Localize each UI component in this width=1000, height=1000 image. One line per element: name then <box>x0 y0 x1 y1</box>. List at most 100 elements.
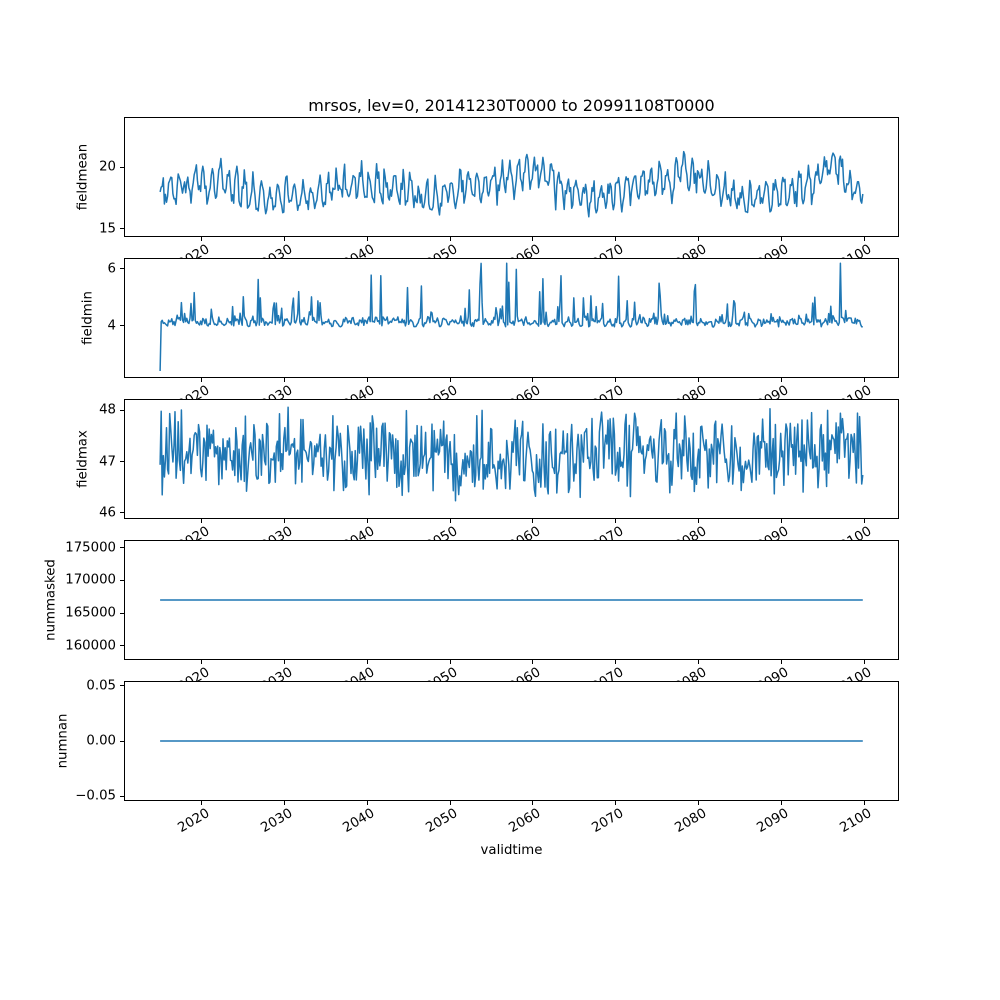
y-tick-label-numnan-−0.05: −0.05 <box>75 788 116 804</box>
fieldmin-line-plot <box>159 262 863 372</box>
x-tick-label-numnan-2050: 2050 <box>423 806 461 836</box>
x-tick-label-numnan-2060: 2060 <box>506 806 544 836</box>
x-tick-mark <box>449 237 451 241</box>
x-tick-mark <box>283 378 285 382</box>
x-tick-mark <box>780 237 782 241</box>
y-tick-label-fieldmean-20: 20 <box>99 159 116 175</box>
y-tick-label-fieldmax-47: 47 <box>99 454 116 470</box>
x-tick-mark <box>201 237 203 241</box>
y-axis-label-fieldmean: fieldmean <box>75 143 91 211</box>
y-tick-label-nummasked-175000: 175000 <box>65 540 116 556</box>
y-tick-mark <box>120 166 124 168</box>
x-tick-mark <box>201 660 203 664</box>
x-tick-mark <box>366 519 368 523</box>
fieldmean-line-plot <box>159 150 864 218</box>
x-tick-mark <box>863 660 865 664</box>
y-axis-label-numnan: numnan <box>55 713 71 769</box>
x-tick-mark <box>449 801 451 805</box>
y-tick-mark <box>120 645 124 647</box>
y-axis-label-nummasked: nummasked <box>43 559 59 641</box>
x-tick-mark <box>780 378 782 382</box>
x-tick-mark <box>697 237 699 241</box>
y-tick-label-nummasked-165000: 165000 <box>65 605 116 621</box>
subplot-fieldmax <box>124 399 899 519</box>
y-tick-label-fieldmax-48: 48 <box>99 402 116 418</box>
fieldmax-series-line <box>159 406 864 502</box>
x-tick-mark <box>532 378 534 382</box>
x-tick-mark <box>863 801 865 805</box>
y-tick-label-numnan-0.05: 0.05 <box>86 678 116 694</box>
x-tick-mark <box>532 801 534 805</box>
x-tick-mark <box>697 378 699 382</box>
y-tick-mark <box>120 409 124 411</box>
subplot-fieldmin <box>124 258 899 378</box>
y-tick-mark <box>120 512 124 514</box>
y-tick-label-fieldmax-46: 46 <box>99 505 116 521</box>
y-tick-label-fieldmean-15: 15 <box>99 221 116 237</box>
x-tick-mark <box>780 660 782 664</box>
x-axis-label: validtime <box>480 843 543 858</box>
y-axis-label-fieldmax: fieldmax <box>75 430 91 488</box>
y-tick-mark <box>120 579 124 581</box>
y-tick-label-fieldmin-4: 4 <box>107 318 116 334</box>
x-tick-mark <box>449 378 451 382</box>
y-tick-mark <box>120 612 124 614</box>
x-tick-mark <box>532 237 534 241</box>
x-tick-mark <box>532 660 534 664</box>
chart-title: mrsos, lev=0, 20141230T0000 to 20991108T… <box>308 96 715 115</box>
x-tick-mark <box>863 237 865 241</box>
x-tick-mark <box>863 519 865 523</box>
y-tick-label-numnan-0.00: 0.00 <box>86 733 116 749</box>
x-tick-label-numnan-2090: 2090 <box>754 806 792 836</box>
x-tick-label-numnan-2070: 2070 <box>589 806 627 836</box>
subplot-nummasked <box>124 540 899 660</box>
x-tick-mark <box>697 519 699 523</box>
subplot-numnan <box>124 681 899 801</box>
x-tick-mark <box>780 519 782 523</box>
x-tick-mark <box>449 660 451 664</box>
y-tick-mark <box>120 547 124 549</box>
y-tick-label-nummasked-170000: 170000 <box>65 572 116 588</box>
y-axis-label-fieldmin: fieldmin <box>80 291 96 345</box>
x-tick-mark <box>201 519 203 523</box>
y-tick-mark <box>120 795 124 797</box>
subplot-fieldmean <box>124 117 899 237</box>
y-tick-mark <box>120 685 124 687</box>
x-tick-mark <box>697 801 699 805</box>
x-tick-mark <box>615 519 617 523</box>
x-tick-mark <box>615 378 617 382</box>
x-tick-label-numnan-2080: 2080 <box>672 806 709 836</box>
x-tick-label-numnan-2020: 2020 <box>175 806 213 836</box>
x-tick-mark <box>366 237 368 241</box>
x-tick-label-numnan-2100: 2100 <box>837 806 875 836</box>
fieldmean-series-line <box>159 150 864 218</box>
y-tick-mark <box>120 740 124 742</box>
fieldmin-series-line <box>159 262 863 372</box>
x-tick-label-numnan-2040: 2040 <box>340 806 378 836</box>
x-tick-mark <box>366 378 368 382</box>
x-tick-mark <box>283 660 285 664</box>
x-tick-mark <box>283 519 285 523</box>
nummasked-line-plot <box>160 599 863 601</box>
y-tick-mark <box>120 325 124 327</box>
x-tick-mark <box>283 237 285 241</box>
x-tick-mark <box>615 660 617 664</box>
numnan-line-plot <box>160 740 863 742</box>
x-tick-mark <box>615 237 617 241</box>
x-tick-mark <box>780 801 782 805</box>
x-tick-mark <box>366 801 368 805</box>
x-tick-mark <box>697 660 699 664</box>
y-tick-mark <box>120 461 124 463</box>
y-tick-mark <box>120 228 124 230</box>
x-tick-label-numnan-2030: 2030 <box>258 806 295 836</box>
fieldmax-line-plot <box>159 406 864 502</box>
y-tick-mark <box>120 268 124 270</box>
x-tick-mark <box>283 801 285 805</box>
x-tick-mark <box>863 378 865 382</box>
x-tick-mark <box>201 378 203 382</box>
x-tick-mark <box>201 801 203 805</box>
x-tick-mark <box>532 519 534 523</box>
x-tick-mark <box>615 801 617 805</box>
x-tick-mark <box>366 660 368 664</box>
